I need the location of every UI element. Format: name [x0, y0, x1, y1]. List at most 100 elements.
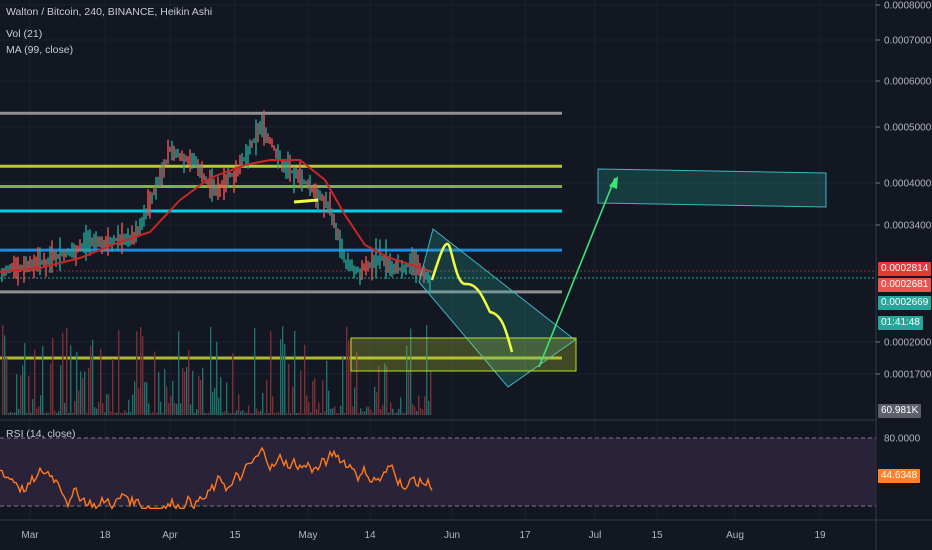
volume-bar: [80, 371, 82, 415]
volume-bar: [418, 395, 420, 415]
volume-bar: [22, 365, 24, 415]
volume-bar: [330, 408, 332, 415]
volume-bar: [338, 412, 340, 415]
volume-bar: [214, 387, 216, 415]
ma-line: [0, 159, 433, 273]
volume-bar: [242, 410, 244, 415]
volume-bar: [196, 409, 198, 415]
support-zone-box: [350, 337, 577, 372]
volume-bar: [368, 406, 370, 415]
volume-bar: [10, 411, 12, 415]
volume-bar: [342, 355, 344, 415]
volume-bar: [374, 386, 376, 415]
volume-bar: [406, 345, 408, 415]
volume-bar: [132, 394, 134, 415]
volume-bar: [288, 364, 290, 415]
volume-bar: [382, 404, 384, 415]
volume-bar: [168, 403, 170, 415]
volume-bar: [4, 335, 6, 415]
volume-bar: [108, 394, 110, 415]
volume-bar: [358, 412, 360, 415]
volume-bar: [18, 409, 20, 415]
x-tick-label-10: Aug: [726, 530, 744, 541]
volume-bar: [276, 412, 278, 415]
volume-bar: [424, 396, 426, 415]
volume-bar: [414, 406, 416, 415]
volume-bar: [316, 409, 318, 415]
volume-bar: [72, 412, 74, 415]
y-tick-label-0: 0.0008000: [884, 1, 932, 12]
volume-bar: [308, 402, 310, 415]
volume-bar: [62, 332, 64, 415]
volume-bar: [154, 351, 156, 415]
volume-bar: [14, 412, 16, 415]
volume-bar: [304, 344, 306, 415]
volume-bar: [120, 412, 122, 415]
volume-bar: [40, 395, 42, 415]
volume-bar: [266, 380, 268, 415]
volume-bar: [302, 412, 304, 415]
volume-bar: [228, 412, 230, 415]
volume-bar: [222, 412, 224, 415]
x-tick-label-7: 17: [519, 530, 531, 541]
volume-bar: [354, 387, 356, 415]
volume-bar: [28, 376, 30, 415]
volume-bar: [184, 371, 186, 415]
volume-bar: [356, 351, 358, 415]
volume-bar: [314, 378, 316, 415]
volume-bar: [122, 412, 124, 415]
volume-bar: [204, 412, 206, 415]
volume-bar: [38, 406, 40, 415]
volume-bar: [144, 381, 146, 415]
volume-bar: [2, 325, 4, 415]
bid-price-tag: 0.0002669: [878, 296, 932, 310]
target-zone-box: [597, 168, 827, 208]
volume-bar: [270, 331, 272, 415]
volume-bar: [238, 394, 240, 415]
volume-bar: [426, 325, 428, 415]
volume-bar: [50, 363, 52, 415]
volume-bar: [58, 411, 60, 415]
x-tick-label-6: Jun: [444, 530, 460, 541]
volume-bar: [286, 412, 288, 415]
volume-bar: [70, 345, 72, 415]
volume-bar: [86, 412, 88, 415]
volume-bar: [104, 412, 106, 415]
y-tick-label-5: 0.0003400: [884, 221, 932, 232]
volume-bar: [384, 363, 386, 415]
volume-bar: [420, 408, 422, 415]
volume-bar: [396, 412, 398, 415]
volume-bar: [130, 412, 132, 415]
volume-bar: [64, 402, 66, 415]
volume-bar: [300, 370, 302, 415]
volume-bar: [96, 408, 98, 415]
volume-bar: [350, 339, 352, 415]
volume-bar: [152, 412, 154, 415]
volume-bar: [24, 342, 26, 415]
volume-bar: [344, 412, 346, 415]
volume-bar: [306, 395, 308, 415]
volume-bar: [422, 409, 424, 415]
rsi-legend: RSI (14, close): [6, 428, 76, 440]
volume-bar: [126, 412, 128, 415]
volume-bar: [98, 401, 100, 415]
volume-bar: [110, 411, 112, 415]
x-tick-label-4: May: [299, 530, 318, 541]
volume-bar: [326, 360, 328, 415]
ma-price-tag: 0.0002814: [878, 262, 932, 276]
volume-bar: [174, 402, 176, 415]
volume-bar: [192, 370, 194, 415]
volume-bar: [178, 331, 180, 415]
volume-bar: [160, 401, 162, 415]
volume-bar: [78, 390, 80, 415]
volume-bar: [42, 346, 44, 415]
volume-bar: [210, 326, 212, 415]
volume-bar: [348, 340, 350, 415]
volume-bar: [260, 410, 262, 415]
volume-bar: [136, 331, 138, 415]
bullish-target-arrow-head: [609, 176, 618, 189]
volume-bar: [430, 371, 432, 415]
bullish-target-arrow-line: [538, 177, 616, 368]
